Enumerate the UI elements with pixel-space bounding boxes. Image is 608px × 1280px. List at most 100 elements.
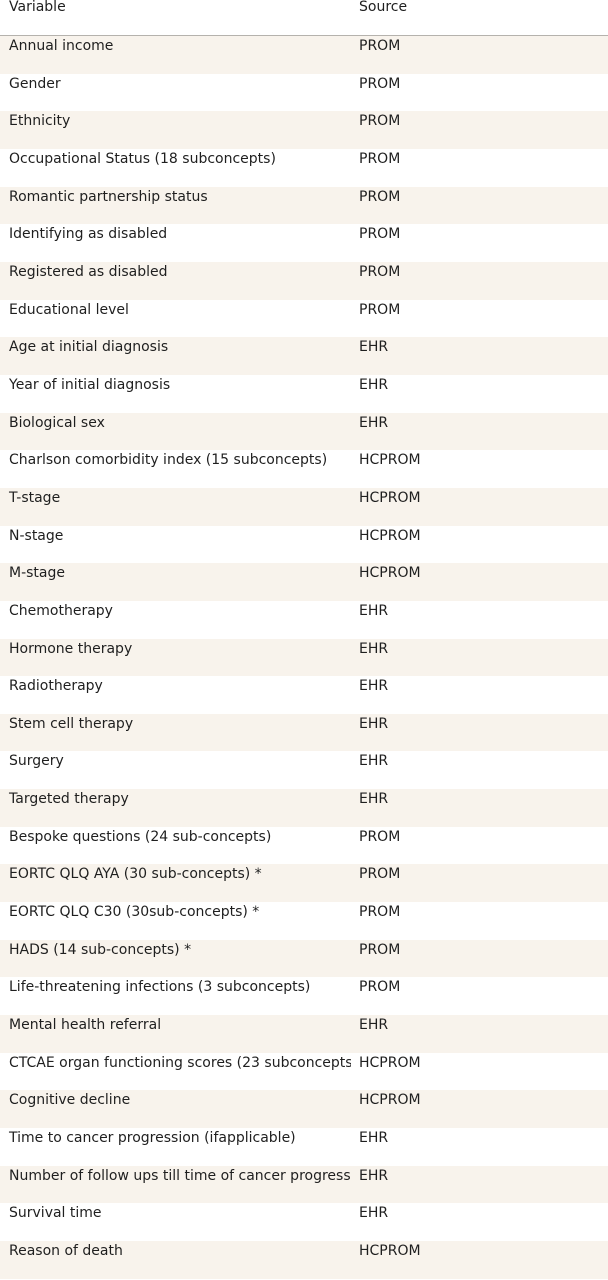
cell-variable: Age at initial diagnosis [9,339,169,356]
cell-variable: Educational level [9,301,129,318]
cell-source: PROM [359,188,401,205]
table-row: Chemotherapy EHR [0,601,608,639]
cell-source: HCPROM [359,1092,421,1109]
cell-source: EHR [359,339,389,356]
table-row: Ethnicity PROM [0,111,608,149]
cell-variable: CTCAE organ functioning scores (23 subco… [9,1054,351,1071]
cell-source: PROM [359,828,401,845]
cell-source: PROM [359,301,401,318]
cell-variable: EORTC QLQ AYA (30 sub-concepts) * [9,866,262,883]
table-row: Year of initial diagnosis EHR [0,375,608,413]
table-row: Registered as disabled PROM [0,261,608,300]
cell-variable: Survival time [9,1205,102,1222]
cell-variable: Bespoke questions (24 sub-concepts) [9,828,272,845]
table-row: Stem cell therapy EHR [0,713,608,752]
cell-source: EHR [359,640,389,657]
table-row: Annual income PROM [0,36,608,74]
table-row: Romantic partnership status PROM [0,186,608,225]
cell-variable: EORTC QLQ C30 (30sub-concepts) * [9,904,260,921]
cell-source: HCPROM [359,489,421,506]
table-row: Age at initial diagnosis EHR [0,337,608,375]
table-body: Annual income PROM Gender PROM Ethnicity PROM… [0,36,608,1279]
table-row: Mental health referral EHR [0,1015,608,1053]
header-variable: Variable [9,0,66,14]
cell-variable: Charlson comorbidity index (15 subconcep… [9,452,328,469]
cell-source: HCPROM [359,452,421,469]
cell-variable: Biological sex [9,414,105,431]
table-row: Targeted therapy EHR [0,789,608,827]
cell-variable: HADS (14 sub-concepts) * [9,941,192,958]
table-row: T-stage HCPROM [0,487,608,526]
cell-source: PROM [359,904,401,921]
cell-source: PROM [359,226,401,243]
cell-source: EHR [359,1167,389,1184]
cell-source: PROM [359,866,401,883]
cell-variable: Ethnicity [9,113,71,130]
cell-source: EHR [359,414,389,431]
cell-variable: Registered as disabled [9,263,168,280]
cell-variable: Cognitive decline [9,1092,131,1109]
table-row: Biological sex EHR [0,412,608,451]
table-row: Bespoke questions (24 sub-concepts) PROM [0,827,608,865]
cell-source: HCPROM [359,565,421,582]
cell-source: HCPROM [359,1054,421,1071]
table-row: Gender PROM [0,74,608,112]
table-row: Reason of death HCPROM [0,1241,608,1279]
cell-source: HCPROM [359,527,421,544]
cell-source: PROM [359,941,401,958]
cell-source: EHR [359,678,389,695]
cell-source: EHR [359,791,389,808]
cell-variable: Number of follow ups till time of cancer… [9,1167,351,1184]
cell-source: PROM [359,113,401,130]
cell-variable: N-stage [9,527,64,544]
cell-source: PROM [359,150,401,167]
table-row: Radiotherapy EHR [0,676,608,714]
cell-variable: Surgery [9,753,64,770]
cell-variable: Annual income [9,38,114,54]
cell-source: EHR [359,753,389,770]
table-row: EORTC QLQ C30 (30sub-concepts) * PROM [0,902,608,940]
cell-variable: M-stage [9,565,65,582]
table-row: Hormone therapy EHR [0,638,608,677]
cell-source: PROM [359,75,401,92]
cell-variable: Year of initial diagnosis [9,376,171,393]
cell-variable: Occupational Status (18 subconcepts) [9,150,276,167]
cell-source: PROM [359,979,401,996]
cell-variable: Romantic partnership status [9,188,208,205]
cell-source: EHR [359,1017,389,1034]
table-row: Identifying as disabled PROM [0,224,608,262]
table-row: Charlson comorbidity index (15 subconcep… [0,450,608,488]
table-row: N-stage HCPROM [0,526,608,564]
cell-source: HCPROM [359,1243,421,1259]
cell-source: PROM [359,38,401,54]
cell-source: PROM [359,263,401,280]
table-row: Surgery EHR [0,751,608,789]
cell-variable: Mental health referral [9,1017,162,1034]
table-row: Time to cancer progression (ifapplicable… [0,1128,608,1166]
table-row: Occupational Status (18 subconcepts) PROM [0,149,608,187]
header-source: Source [359,0,408,14]
table-row: HADS (14 sub-concepts) * PROM [0,939,608,978]
cell-source: EHR [359,715,389,732]
cell-source: EHR [359,1205,389,1222]
cell-variable: Radiotherapy [9,678,103,695]
cell-variable: Reason of death [9,1243,123,1259]
table-row: CTCAE organ functioning scores (23 subco… [0,1053,608,1091]
cell-variable: Hormone therapy [9,640,133,657]
cell-variable: Life-threatening infections (3 subconcep… [9,979,311,996]
cell-variable: Identifying as disabled [9,226,168,243]
cell-source: EHR [359,1130,389,1147]
table-row: Life-threatening infections (3 subconcep… [0,977,608,1015]
table-header: Variable Source [0,0,608,36]
cell-variable: Targeted therapy [9,791,129,808]
cell-variable: Stem cell therapy [9,715,134,732]
cell-variable: Time to cancer progression (ifapplicable… [9,1130,296,1147]
cell-source: EHR [359,376,389,393]
cell-variable: T-stage [9,489,61,506]
table-row: Survival time EHR [0,1203,608,1241]
table-row: Number of follow ups till time of cancer… [0,1165,608,1204]
table-row: M-stage HCPROM [0,563,608,601]
table-row: Educational level PROM [0,300,608,338]
cell-variable: Chemotherapy [9,602,113,619]
